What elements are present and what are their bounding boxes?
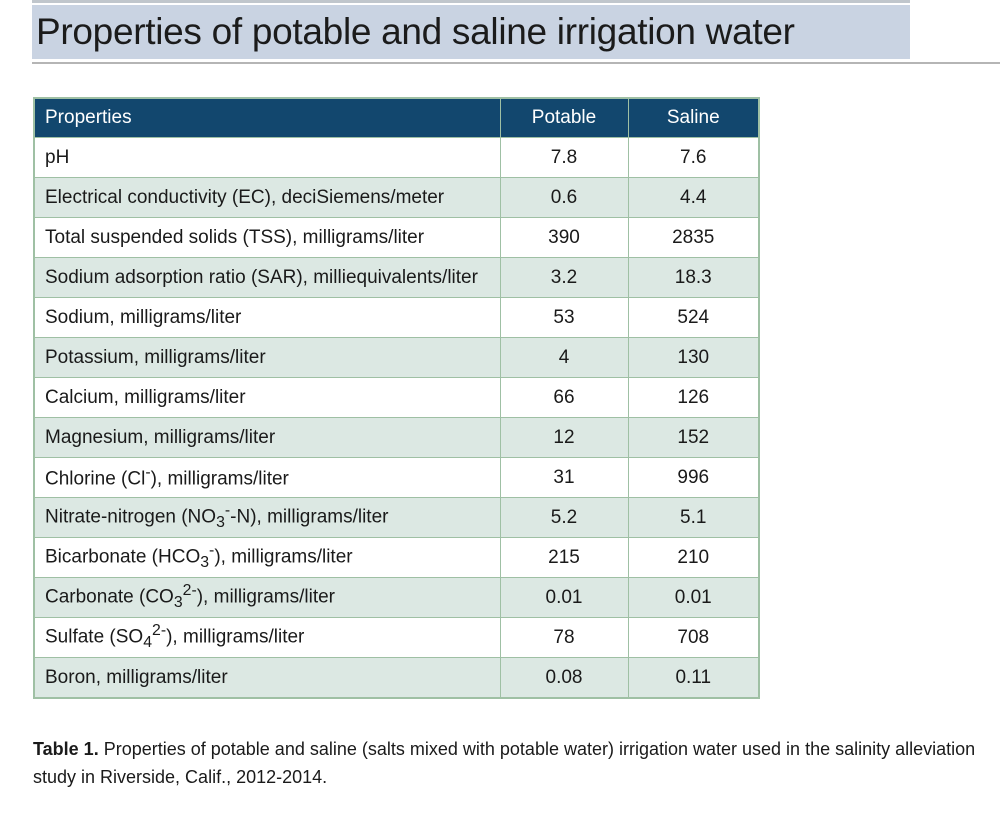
title-band [32,5,910,59]
property-text: Chlorine (Cl [45,468,146,490]
property-text: Carbonate (CO [45,586,174,608]
superscript: 2- [152,622,167,640]
property-text: ), milligrams/liter [214,546,353,568]
subscript: 3 [200,554,210,572]
potable-cell: 4 [500,337,629,378]
subscript: 4 [143,634,153,652]
saline-cell: 996 [628,457,759,498]
property-text: Nitrate-nitrogen (NO [45,506,217,528]
property-cell: Magnesium, milligrams/liter [34,417,501,458]
table-row: Bicarbonate (HCO3-), milligrams/liter 21… [34,537,759,578]
saline-cell: 4.4 [628,177,759,218]
property-text: Sulfate (SO [45,626,144,648]
potable-cell: 0.08 [500,657,629,698]
table-header-row: Properties Potable Saline [34,98,759,138]
potable-cell: 31 [500,457,629,498]
saline-cell: 18.3 [628,257,759,298]
property-text: ), milligrams/liter [166,626,305,648]
table-row: Boron, milligrams/liter 0.08 0.11 [34,657,759,698]
property-cell: Total suspended solids (TSS), milligrams… [34,217,501,258]
table-row: Carbonate (CO32-), milligrams/liter 0.01… [34,577,759,618]
table-row: Magnesium, milligrams/liter 12 152 [34,417,759,458]
property-text: ), milligrams/liter [150,468,289,490]
table-row: Sodium, milligrams/liter 53 524 [34,297,759,338]
table-row: Total suspended solids (TSS), milligrams… [34,217,759,258]
table-row: Sodium adsorption ratio (SAR), milliequi… [34,257,759,298]
property-text: -N), milligrams/liter [230,506,389,528]
property-cell: Sulfate (SO42-), milligrams/liter [34,617,501,658]
saline-cell: 5.1 [628,497,759,538]
saline-cell: 130 [628,337,759,378]
potable-cell: 12 [500,417,629,458]
table-row: Chlorine (Cl-), milligrams/liter 31 996 [34,457,759,498]
property-cell: pH [34,137,501,178]
potable-cell: 53 [500,297,629,338]
potable-cell: 78 [500,617,629,658]
table-row: Nitrate-nitrogen (NO3--N), milligrams/li… [34,497,759,538]
property-cell: Chlorine (Cl-), milligrams/liter [34,457,501,498]
superscript: - [224,502,231,520]
saline-cell: 7.6 [628,137,759,178]
potable-cell: 5.2 [500,497,629,538]
caption-text: Properties of potable and saline (salts … [33,739,976,787]
potable-cell: 0.6 [500,177,629,218]
property-cell: Potassium, milligrams/liter [34,337,501,378]
header-potable: Potable [500,98,629,138]
property-cell: Boron, milligrams/liter [34,657,501,698]
property-cell: Bicarbonate (HCO3-), milligrams/liter [34,537,501,578]
potable-cell: 7.8 [500,137,629,178]
title-divider [32,62,1000,64]
property-cell: Sodium, milligrams/liter [34,297,501,338]
saline-cell: 210 [628,537,759,578]
caption-label: Table 1. [33,739,99,759]
subscript: 3 [216,514,225,532]
saline-cell: 0.01 [628,577,759,618]
subscript: 3 [173,594,183,612]
potable-cell: 215 [500,537,629,578]
property-cell: Nitrate-nitrogen (NO3--N), milligrams/li… [34,497,501,538]
saline-cell: 152 [628,417,759,458]
table-row: Sulfate (SO42-), milligrams/liter 78 708 [34,617,759,658]
potable-cell: 0.01 [500,577,629,618]
header-saline: Saline [628,98,759,138]
potable-cell: 66 [500,377,629,418]
page-title: Properties of potable and saline irrigat… [36,11,795,52]
saline-cell: 126 [628,377,759,418]
table-row: Calcium, milligrams/liter 66 126 [34,377,759,418]
potable-cell: 3.2 [500,257,629,298]
superscript: - [209,542,215,560]
saline-cell: 2835 [628,217,759,258]
table-row: pH 7.8 7.6 [34,137,759,178]
superscript: 2- [182,582,197,600]
potable-cell: 390 [500,217,629,258]
superscript: - [145,464,151,482]
property-cell: Carbonate (CO32-), milligrams/liter [34,577,501,618]
property-cell: Electrical conductivity (EC), deciSiemen… [34,177,501,218]
saline-cell: 708 [628,617,759,658]
table-row: Potassium, milligrams/liter 4 130 [34,337,759,378]
property-text: Bicarbonate (HCO [45,546,201,568]
property-text: ), milligrams/liter [196,586,336,608]
properties-table: Properties Potable Saline pH 7.8 7.6 Ele… [33,97,760,699]
table-caption: Table 1. Properties of potable and salin… [33,735,983,791]
top-rule [32,0,910,3]
saline-cell: 0.11 [628,657,759,698]
saline-cell: 524 [628,297,759,338]
header-properties: Properties [34,98,501,138]
property-cell: Calcium, milligrams/liter [34,377,501,418]
table-row: Electrical conductivity (EC), deciSiemen… [34,177,759,218]
property-cell: Sodium adsorption ratio (SAR), milliequi… [34,257,501,298]
